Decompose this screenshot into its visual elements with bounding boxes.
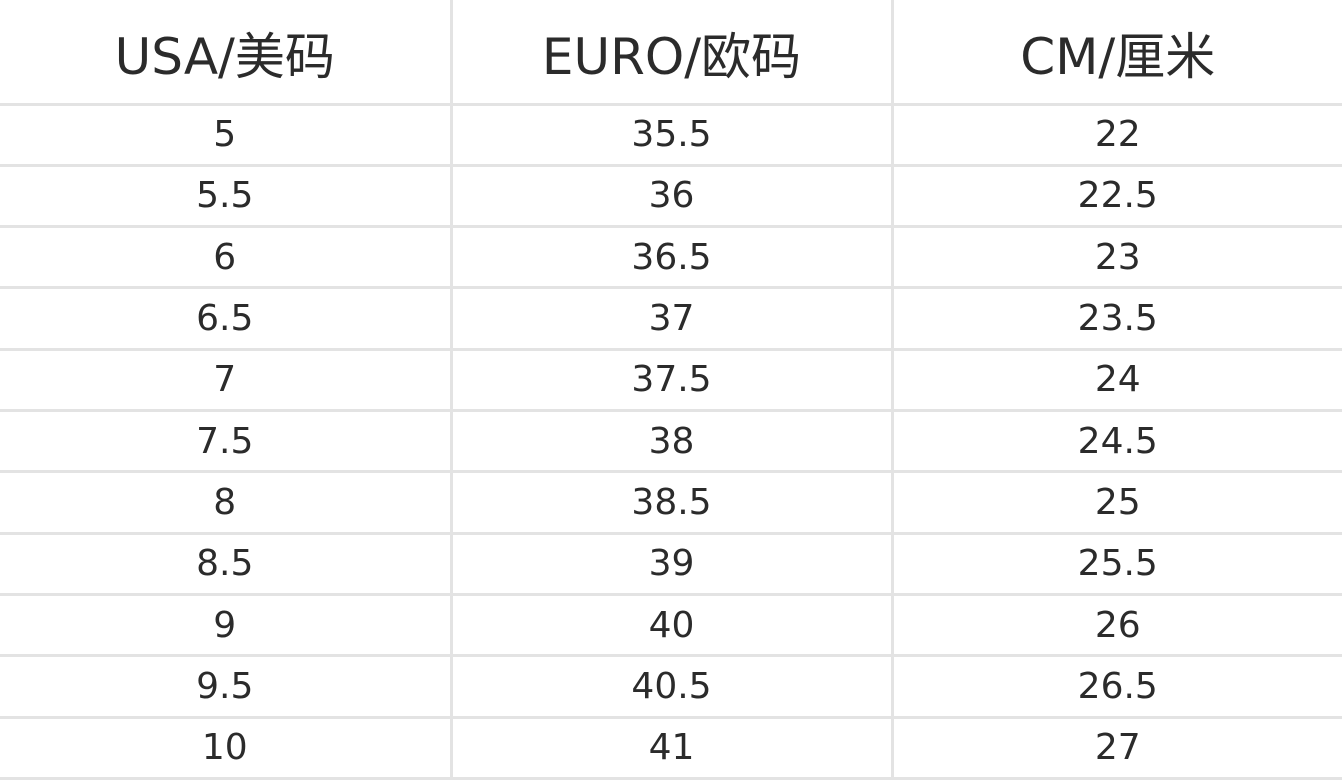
table-header: USA/美码 EURO/欧码 CM/厘米: [0, 0, 1342, 106]
cell-usa: 8: [0, 471, 453, 535]
cell-euro: 39: [451, 533, 894, 597]
cell-cm: 25.5: [892, 533, 1342, 597]
cell-usa: 8.5: [0, 533, 453, 597]
cell-euro: 40: [451, 594, 894, 658]
table-row: 5.5 36 22.5: [0, 165, 1342, 229]
table-row: 8 38.5 25: [0, 471, 1342, 535]
cell-euro: 38: [451, 410, 894, 474]
cell-euro: 37: [451, 287, 894, 351]
cell-cm: 24: [892, 349, 1342, 413]
cell-euro: 37.5: [451, 349, 894, 413]
cell-cm: 26: [892, 594, 1342, 658]
cell-euro: 35.5: [451, 104, 894, 167]
cell-usa: 5.5: [0, 165, 453, 229]
cell-usa: 6.5: [0, 287, 453, 351]
header-usa: USA/美码: [0, 0, 453, 106]
table-row: 9.5 40.5 26.5: [0, 655, 1342, 719]
cell-euro: 36: [451, 165, 894, 229]
cell-usa: 9: [0, 594, 453, 658]
header-cm: CM/厘米: [892, 0, 1342, 106]
cell-usa: 9.5: [0, 655, 453, 719]
table-row: 6.5 37 23.5: [0, 287, 1342, 351]
table-row: 6 36.5 23: [0, 226, 1342, 290]
cell-cm: 27: [892, 717, 1342, 780]
cell-cm: 22.5: [892, 165, 1342, 229]
header-euro: EURO/欧码: [451, 0, 894, 106]
cell-euro: 40.5: [451, 655, 894, 719]
cell-usa: 5: [0, 104, 453, 167]
cell-euro: 38.5: [451, 471, 894, 535]
table-row: 8.5 39 25.5: [0, 533, 1342, 597]
cell-cm: 26.5: [892, 655, 1342, 719]
cell-cm: 25: [892, 471, 1342, 535]
table-body: 5 35.5 22 5.5 36 22.5 6 36.5 23 6.5 37 2…: [0, 104, 1342, 780]
cell-usa: 7: [0, 349, 453, 413]
cell-usa: 7.5: [0, 410, 453, 474]
cell-euro: 41: [451, 717, 894, 780]
table-row: 9 40 26: [0, 594, 1342, 658]
table-row: 5 35.5 22: [0, 104, 1342, 167]
cell-cm: 22: [892, 104, 1342, 167]
table-row: 7.5 38 24.5: [0, 410, 1342, 474]
table-row: 7 37.5 24: [0, 349, 1342, 413]
cell-cm: 24.5: [892, 410, 1342, 474]
table-row: 10 41 27: [0, 717, 1342, 780]
cell-usa: 6: [0, 226, 453, 290]
cell-cm: 23: [892, 226, 1342, 290]
cell-usa: 10: [0, 717, 453, 780]
header-row: USA/美码 EURO/欧码 CM/厘米: [0, 0, 1342, 106]
cell-euro: 36.5: [451, 226, 894, 290]
cell-cm: 23.5: [892, 287, 1342, 351]
